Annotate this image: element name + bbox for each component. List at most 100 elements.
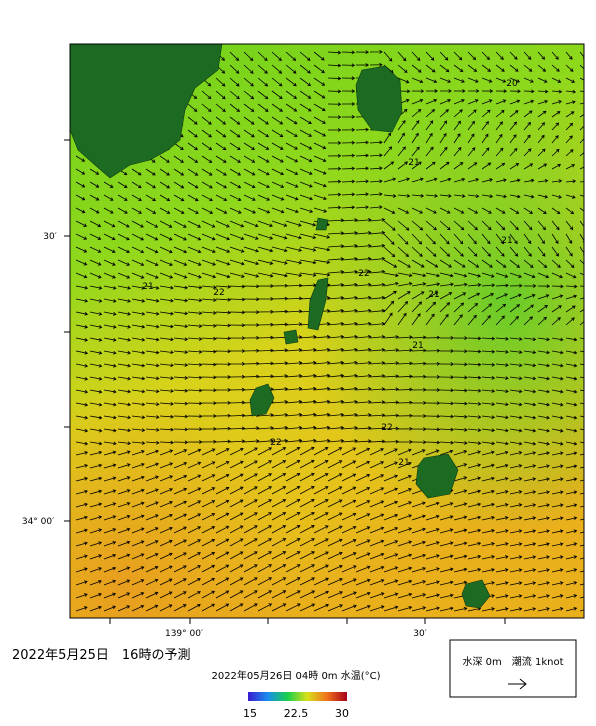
current-arrow [89, 592, 102, 599]
current-arrow [523, 607, 537, 612]
current-arrow [243, 272, 260, 278]
current-arrow [579, 123, 584, 131]
current-arrow [509, 293, 522, 300]
current-arrow [159, 552, 173, 560]
current-arrow [425, 220, 437, 231]
current-arrow [509, 272, 522, 279]
current-arrow [327, 577, 343, 586]
current-arrow [425, 440, 441, 445]
current-arrow [131, 415, 146, 420]
current-arrow [173, 440, 189, 445]
current-arrow [523, 121, 531, 131]
current-arrow [117, 311, 131, 316]
current-arrow [327, 257, 345, 261]
current-arrow [215, 246, 231, 253]
current-arrow [201, 298, 217, 302]
current-arrow [341, 512, 357, 521]
current-arrow [495, 529, 509, 534]
current-arrow [313, 446, 329, 456]
current-arrow [145, 604, 159, 612]
current-arrow [453, 441, 468, 445]
current-arrow [201, 349, 217, 354]
current-arrow [131, 501, 145, 508]
current-arrow [565, 363, 578, 368]
current-arrow [509, 246, 519, 257]
current-arrow [565, 259, 575, 268]
current-arrow [509, 542, 523, 547]
current-arrow [187, 388, 203, 393]
current-arrow [369, 256, 386, 261]
current-arrow [173, 363, 189, 367]
current-arrow [537, 415, 550, 420]
current-arrow [215, 564, 230, 573]
current-arrow [425, 514, 440, 521]
current-arrow [565, 207, 575, 215]
current-arrow [537, 503, 550, 508]
current-arrow [523, 428, 537, 433]
current-arrow [341, 140, 356, 145]
current-arrow [187, 539, 202, 547]
current-arrow [159, 604, 173, 612]
island [283, 329, 299, 345]
current-arrow [145, 488, 159, 495]
lat-label: 30′ [43, 232, 57, 242]
current-arrow [89, 489, 103, 495]
current-arrow [495, 336, 509, 341]
current-arrow [341, 76, 356, 81]
current-arrow [341, 269, 358, 274]
current-arrow [551, 415, 564, 420]
current-arrow [453, 450, 468, 456]
current-arrow [383, 272, 399, 278]
current-arrow [229, 246, 245, 253]
current-arrow [299, 525, 315, 534]
current-arrow [215, 297, 232, 302]
current-arrow [355, 473, 371, 482]
current-arrow [481, 220, 492, 231]
current-arrow [481, 362, 496, 367]
current-arrow [327, 141, 342, 145]
current-arrow [439, 541, 454, 547]
current-arrow [145, 462, 159, 469]
current-arrow [131, 363, 146, 368]
current-arrow [341, 578, 357, 586]
current-arrow [145, 259, 159, 266]
current-arrow [481, 502, 495, 508]
current-arrow [453, 401, 468, 406]
current-arrow [523, 363, 537, 368]
current-arrow [327, 76, 342, 81]
current-arrow [453, 554, 468, 560]
current-arrow [383, 592, 399, 599]
current-arrow [187, 414, 203, 419]
current-arrow [75, 311, 89, 316]
current-arrow [103, 194, 114, 201]
current-arrow [411, 272, 427, 278]
current-arrow [201, 564, 216, 573]
current-arrow [551, 272, 563, 279]
current-arrow [159, 539, 173, 547]
legend-box [449, 639, 577, 698]
current-arrow [229, 400, 246, 405]
current-arrow [495, 121, 503, 131]
current-arrow [285, 272, 303, 278]
current-arrow [439, 554, 454, 560]
current-arrow [565, 135, 573, 144]
current-arrow [327, 308, 345, 313]
current-arrow [117, 233, 130, 241]
current-arrow [467, 402, 482, 406]
current-arrow [117, 181, 128, 188]
current-arrow [425, 233, 436, 245]
current-arrow [397, 592, 413, 599]
current-arrow [285, 155, 299, 163]
current-arrow [285, 564, 301, 573]
current-arrow [439, 292, 453, 300]
current-arrow [271, 129, 284, 137]
current-arrow [537, 51, 546, 60]
current-arrow [439, 120, 448, 131]
current-arrow [495, 77, 507, 83]
current-arrow [75, 272, 88, 279]
current-arrow [355, 256, 372, 261]
current-arrow [523, 246, 532, 257]
current-arrow [481, 246, 491, 257]
current-arrow [187, 311, 203, 316]
